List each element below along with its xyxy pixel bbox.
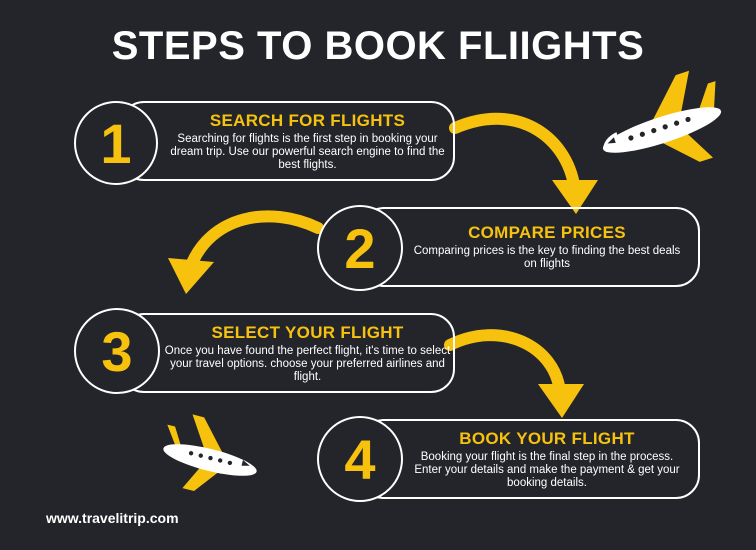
airplane-icon [602,70,722,162]
curved-arrow-icon [444,329,584,418]
curved-arrow-icon [168,210,324,294]
step-2-title: COMPARE PRICES [468,223,626,242]
website-link[interactable]: www.travelitrip.com [46,510,179,526]
step-3-description: Once you have found the perfect flight, … [164,345,451,383]
step-1-description: Searching for flights is the first step … [170,133,445,171]
step-1-title: SEARCH FOR FLIGHTS [209,111,406,130]
page-title: STEPS TO BOOK FLIIGHTS [111,24,645,68]
step-2-card: COMPARE PRICES Comparing prices is the k… [360,207,700,287]
step-2-number: 2 [317,205,403,291]
curved-arrow-icon [449,112,598,214]
step-3-title: SELECT YOUR FLIGHT [211,323,404,342]
step-4-title: BOOK YOUR FLIGHT [459,429,635,448]
step-1-card: SEARCH FOR FLIGHTS Searching for flights… [120,101,455,181]
step-4-card: BOOK YOUR FLIGHT Booking your flight is … [360,419,700,499]
step-2-description: Comparing prices is the key to finding t… [413,245,681,270]
step-3-card: SELECT YOUR FLIGHT Once you have found t… [120,313,455,393]
airplane-icon [163,414,257,492]
step-4-description: Booking your flight is the final step in… [414,451,680,489]
step-4-number: 4 [317,416,403,502]
step-1-number: 1 [74,101,158,185]
step-3-number: 3 [74,308,160,394]
